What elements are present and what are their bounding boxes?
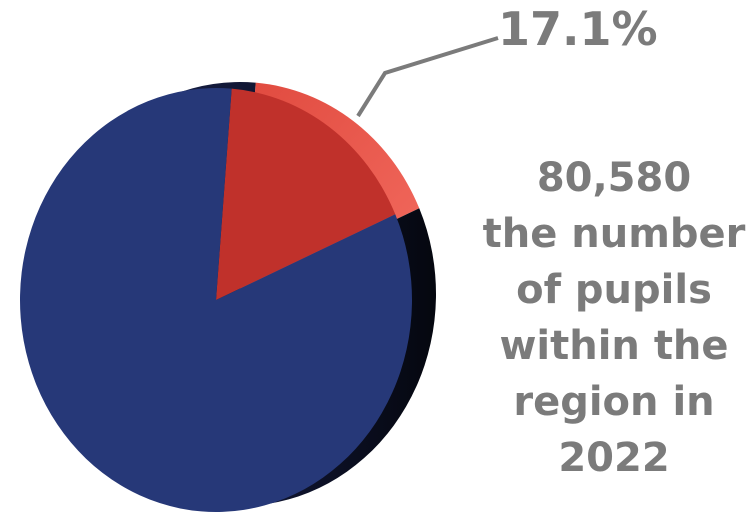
annotation-line: 2022 [558,435,670,481]
leader-line [356,36,499,118]
annotation-text: 80,580 the number of pupils within the r… [478,150,750,486]
pie-slice-highlight [216,88,396,300]
slice-percentage-label: 17.1% [498,2,658,56]
annotation-line: within the [499,323,729,369]
annotation-line: region in [513,379,715,425]
pie-slice-remainder [20,88,412,513]
pie-slices [20,88,412,513]
annotation-line: of pupils [516,267,712,313]
annotation-line: 80,580 [536,155,692,201]
annotation-line: the number [482,211,746,257]
